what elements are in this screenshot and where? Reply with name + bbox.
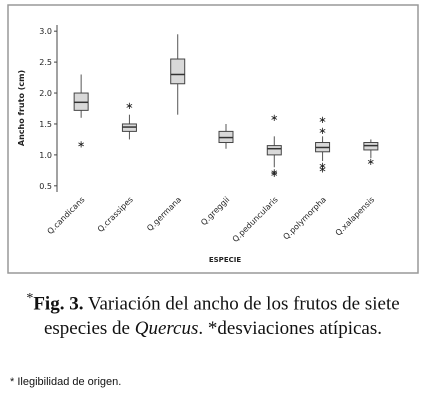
outlier: ∗ [318,126,326,137]
x-axis-label: ESPECIE [209,256,241,264]
x-tick-label: Q.xalapensis [334,195,377,238]
outlier: ∗ [270,169,278,180]
caption-text: Variación del ancho de los frutos de sie… [43,293,400,340]
x-tick-label: Q.polymorpha [281,195,328,242]
caption-italic: Quercus [134,318,199,340]
outlier: ∗ [318,161,326,172]
caption-marker: * [26,291,34,306]
chart-frame [7,4,419,274]
outlier: ∗ [270,167,278,178]
y-tick-label: 2.5 [39,58,52,67]
box [170,58,186,85]
footnote: * Ilegibilidad de origen. [10,376,122,388]
caption-text: . *desviaciones atípicas. [198,318,382,340]
caption-label: Fig. 3. [33,293,84,315]
x-tick-label: Q.candicans [46,195,87,236]
outlier: ∗ [270,113,278,124]
y-tick-label: 1.5 [39,120,52,129]
chart: Ancho fruto (cm) ESPECIE 0.5 1.0 1.5 2.0 2.5… [7,4,419,274]
y-tick-label: 3.0 [39,27,52,36]
caption: *Fig. 3. Variación del ancho de los frut… [8,286,418,341]
outlier: ∗ [125,101,133,112]
x-tick-label: Q.crassipes [96,195,135,234]
outlier: ∗ [367,157,375,168]
y-axis-label: Ancho fruto (cm) [17,70,26,146]
x-tick-label: Q.germana [145,195,183,233]
outlier: ∗ [77,140,85,151]
x-tick-label: Q.greggii [199,195,231,227]
outlier: ∗ [318,115,326,126]
y-tick-label: 1.0 [39,151,52,160]
box [266,145,282,156]
x-tick-label: Q.peduncularis [231,195,280,244]
y-tick-label: 0.5 [39,182,52,191]
y-tick-label: 2.0 [39,89,52,98]
outlier: ∗ [318,164,326,175]
